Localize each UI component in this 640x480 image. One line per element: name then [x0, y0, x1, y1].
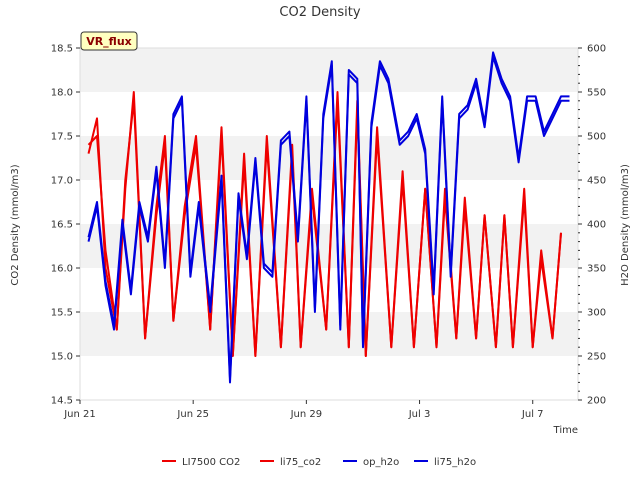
- grid-band: [80, 92, 578, 136]
- y-right-tick-label: 300: [587, 308, 606, 319]
- y-left-tick-label: 18.0: [51, 88, 73, 99]
- legend-label: li75_h2o: [434, 457, 476, 468]
- y-right-tick-label: 400: [587, 220, 606, 231]
- y-left-tick-label: 17.0: [51, 176, 73, 187]
- chart-title: CO2 Density: [279, 5, 360, 20]
- y-left-tick-label: 15.0: [51, 352, 73, 363]
- grid-band: [80, 180, 578, 224]
- y-left-tick-label: 16.5: [51, 220, 73, 231]
- x-tick-label: Jun 29: [290, 409, 323, 420]
- y-axis-right: 200 250 300 350 400 450 500 550 600: [578, 44, 606, 407]
- x-tick-label: Jul 3: [408, 409, 431, 420]
- y-right-tick-label: 500: [587, 132, 606, 143]
- badge-box: [80, 31, 138, 51]
- legend-label: op_h2o: [363, 457, 399, 468]
- grid-band: [80, 312, 578, 356]
- x-axis: Jun 21 Jun 25 Jun 29 Jul 3 Jul 7: [63, 400, 544, 420]
- y-left-tick-label: 16.0: [51, 264, 73, 275]
- series-layer: [87, 51, 570, 384]
- y-left-tick-label: 18.5: [51, 44, 73, 55]
- legend-label: li75_co2: [280, 457, 321, 468]
- legend: LI7500 CO2 li75_co2 op_h2o li75_h2o: [162, 457, 476, 468]
- y-right-tick-label: 350: [587, 264, 606, 275]
- x-tick-label: Jun 21: [63, 409, 96, 420]
- y-left-tick-label: 17.5: [51, 132, 73, 143]
- y-right-tick-label: 200: [587, 396, 606, 407]
- y-axis-left: 14.5 15.0 15.5 16.0 16.5 17.0 17.5 18.0 18.5: [51, 44, 80, 407]
- grid-band: [80, 356, 578, 400]
- badge-label: VR_flux: [86, 35, 132, 48]
- y-right-tick-label: 600: [587, 44, 606, 55]
- x-tick-label: Jun 25: [176, 409, 209, 420]
- y-left-tick-label: 15.5: [51, 308, 73, 319]
- y-right-tick-label: 450: [587, 176, 606, 187]
- series-line-li75-co2: [87, 99, 562, 357]
- y-right-tick-label: 550: [587, 88, 606, 99]
- badge: VR_flux: [80, 31, 138, 51]
- x-axis-label: Time: [553, 425, 578, 436]
- y-axis-right-label: H2O Density (mmol/m3): [620, 164, 631, 286]
- y-right-tick-label: 250: [587, 352, 606, 363]
- series-line-li75-h2o: [87, 51, 570, 379]
- y-axis-left-label: CO2 Density (mmol/m3): [10, 164, 21, 285]
- y-left-tick-label: 14.5: [51, 396, 73, 407]
- legend-label: LI7500 CO2: [182, 457, 240, 468]
- x-tick-label: Jul 7: [521, 409, 544, 420]
